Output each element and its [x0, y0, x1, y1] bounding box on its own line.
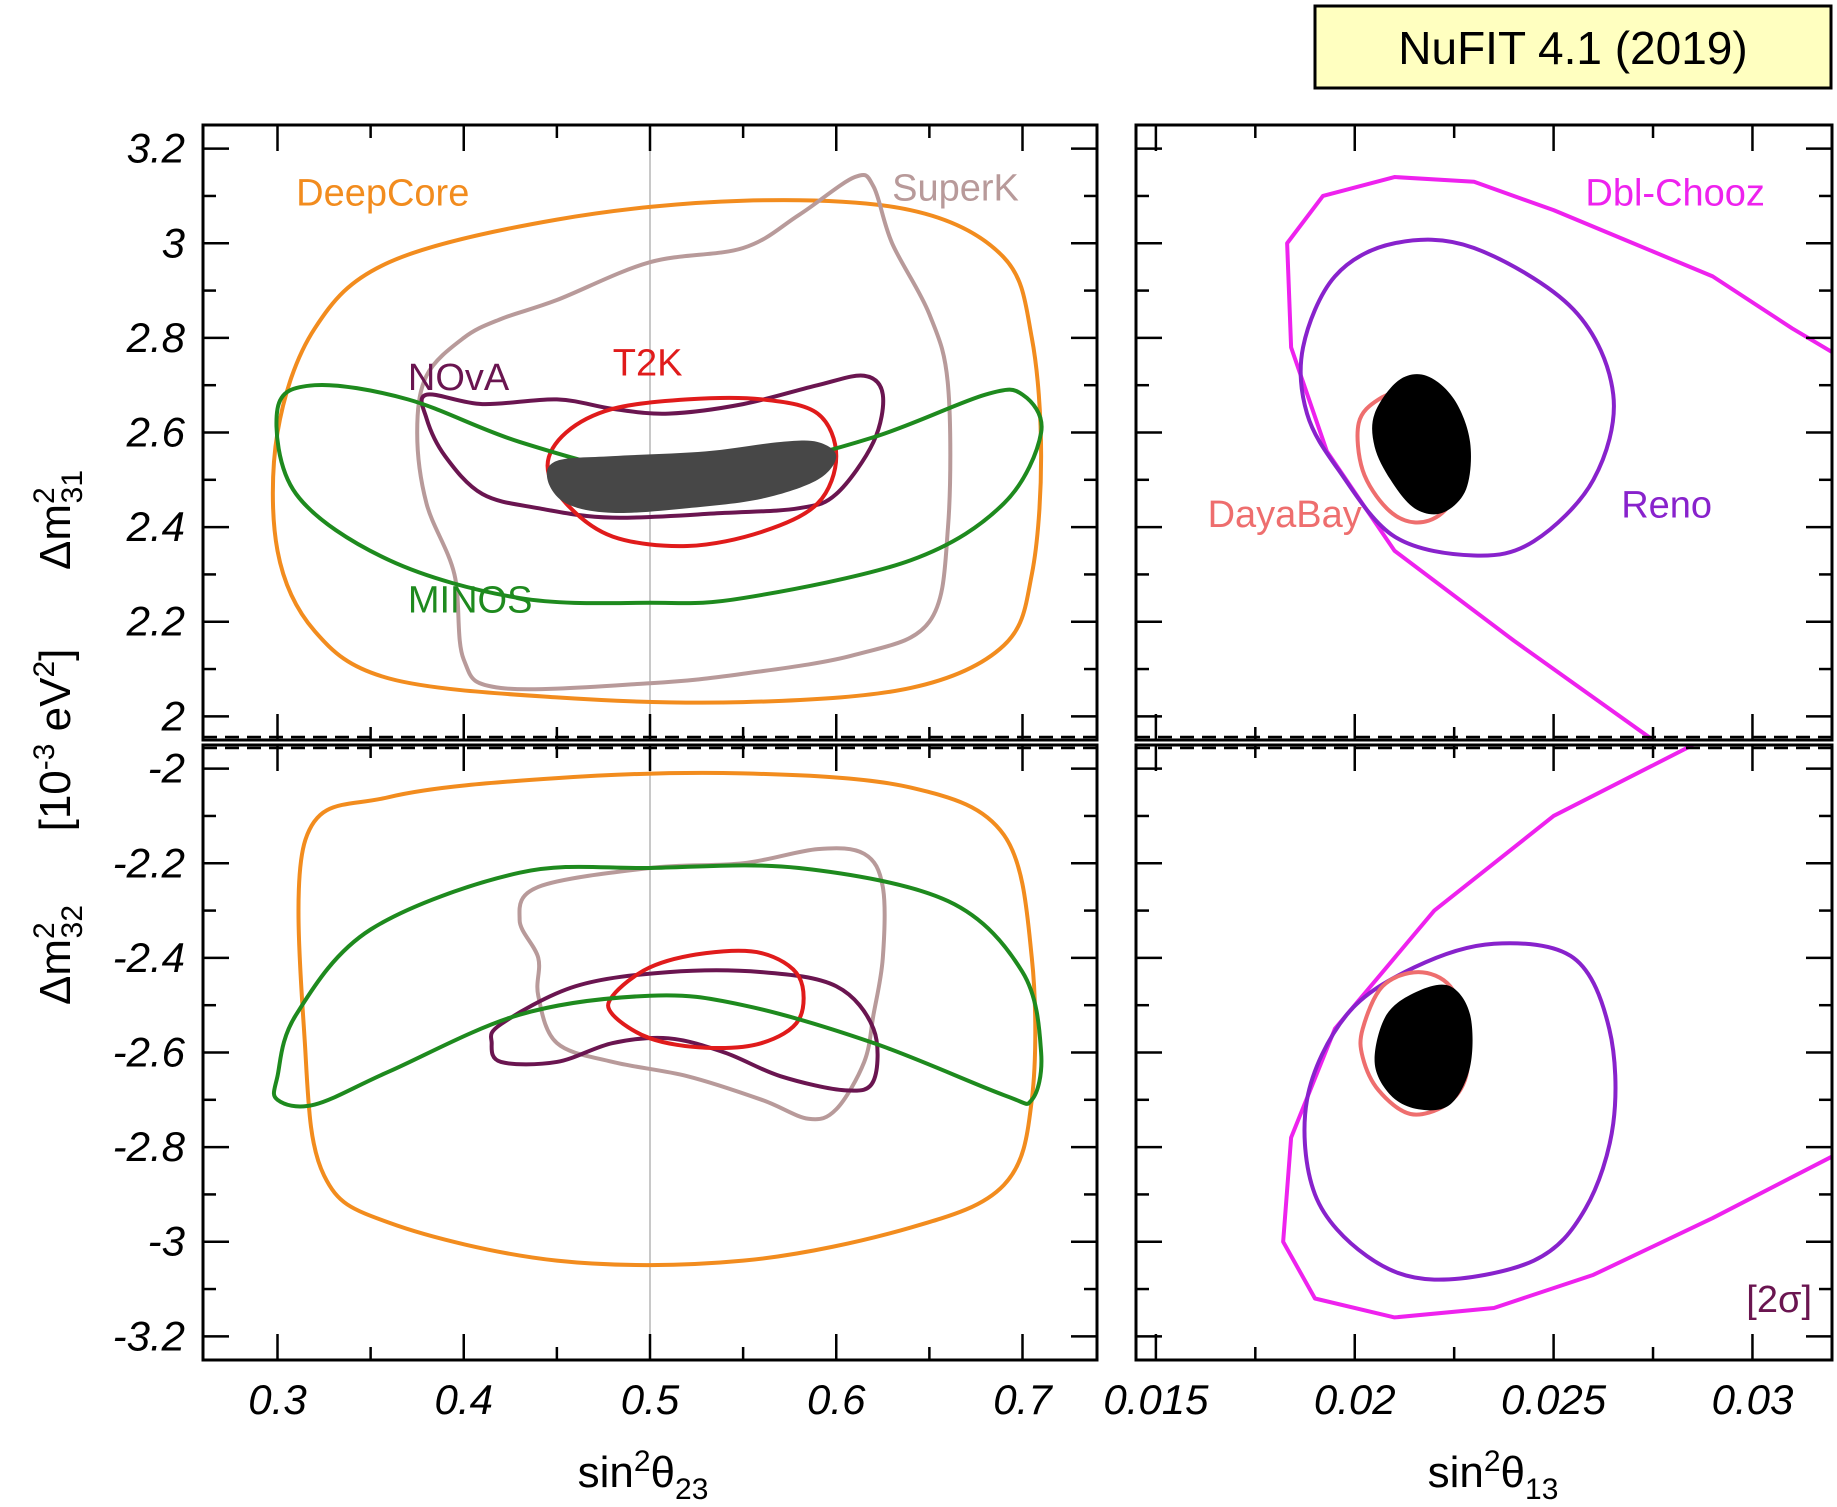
panels: 2 2.2 2.4 2.6 2.8 3 3.2 DeepCore SuperK NOvA T2K MI… — [113, 123, 1834, 1423]
badge-label: NuFIT 4.1 (2019) — [1398, 22, 1747, 74]
confidence-annotation: [2σ] — [1746, 1279, 1812, 1321]
series-label-dbl-chooz: Dbl-Chooz — [1585, 172, 1765, 214]
x-tick-label: 0.6 — [807, 1376, 866, 1423]
series-label-deepcore: DeepCore — [296, 172, 469, 214]
contour-dbl-chooz — [1285, 175, 1832, 740]
contour-dbl-chooz — [1281, 745, 1832, 1320]
x-tick-label: 0.3 — [248, 1376, 306, 1423]
series-label-t2k: T2K — [613, 343, 683, 385]
y-axis-title-top: Δm231 — [28, 470, 89, 570]
y-axis-title-unit: [10-3 eV2] — [28, 649, 80, 832]
y-tick-label: -2.6 — [113, 1029, 186, 1076]
x-axis-title-left: sin2θ23 — [578, 1445, 709, 1506]
contour-minos — [271, 863, 1044, 1109]
series-label-superk: SuperK — [892, 168, 1019, 210]
panel-frame — [1134, 123, 1834, 742]
nufit-badge: NuFIT 4.1 (2019) — [1313, 4, 1833, 90]
panel-frame — [1134, 743, 1834, 1362]
y-tick-label: 2.6 — [126, 409, 186, 456]
best-fit-region — [546, 440, 837, 514]
best-fit-region — [1372, 374, 1471, 515]
badge-box — [1313, 4, 1833, 90]
x-tick-label: 0.5 — [621, 1376, 680, 1423]
panel-top-left: 2 2.2 2.4 2.6 2.8 3 3.2 DeepCore SuperK NOvA T2K MI… — [126, 123, 1099, 742]
y-tick-label: -2.4 — [113, 934, 185, 981]
best-fit-region — [1374, 984, 1473, 1111]
series-group — [271, 770, 1044, 1268]
contour-deepcore — [296, 770, 1038, 1268]
y-tick-label: -3 — [148, 1218, 185, 1265]
series-label-minos: MINOS — [408, 579, 533, 621]
y-axis-title-bottom: Δm232 — [28, 905, 89, 1005]
y-tick-label: -2.2 — [113, 839, 185, 886]
series-label-dayabay: DayaBay — [1208, 494, 1362, 536]
series-label-reno: Reno — [1621, 485, 1712, 527]
panel-bottom-left: 0.3 0.4 0.5 0.6 0.7 -2 -2.2 -2.4 -2.6 -2.8 -3 -3.2 — [113, 743, 1099, 1423]
y-tick-label: -2 — [148, 745, 185, 792]
contour-superk — [415, 172, 953, 692]
x-axis-title-right: sin2θ13 — [1428, 1445, 1559, 1506]
x-tick-label: 0.7 — [993, 1376, 1053, 1423]
y-tick-label: -3.2 — [113, 1312, 185, 1359]
series-label-nova: NOvA — [408, 357, 510, 399]
series-group — [270, 172, 1044, 705]
contour-nova — [488, 968, 880, 1093]
y-tick-label: -2.8 — [113, 1123, 186, 1170]
y-tick-label: 2 — [161, 692, 185, 739]
x-tick-label: 0.4 — [435, 1376, 493, 1423]
y-tick-label: 2.8 — [126, 314, 186, 361]
series-group — [1285, 175, 1832, 740]
y-tick-label: 3.2 — [127, 125, 185, 172]
x-tick-label: 0.03 — [1712, 1376, 1794, 1423]
panel-top-right: Dbl-Chooz Reno DayaBay — [1134, 123, 1834, 742]
y-tick-label: 2.2 — [126, 598, 185, 645]
x-tick-label: 0.025 — [1501, 1376, 1607, 1423]
contour-superk — [517, 846, 887, 1122]
series-group — [1281, 745, 1832, 1320]
contour-minos — [274, 382, 1044, 606]
contour-reno — [1302, 941, 1618, 1282]
panel-bottom-right: 0.015 0.02 0.025 0.03 [2σ] — [1103, 743, 1834, 1423]
contour-deepcore — [270, 198, 1044, 705]
x-tick-label: 0.02 — [1314, 1376, 1396, 1423]
x-tick-label: 0.015 — [1103, 1376, 1209, 1423]
contour-reno — [1298, 237, 1616, 558]
y-tick-label: 3 — [162, 219, 185, 266]
y-tick-label: 2.4 — [126, 503, 185, 550]
